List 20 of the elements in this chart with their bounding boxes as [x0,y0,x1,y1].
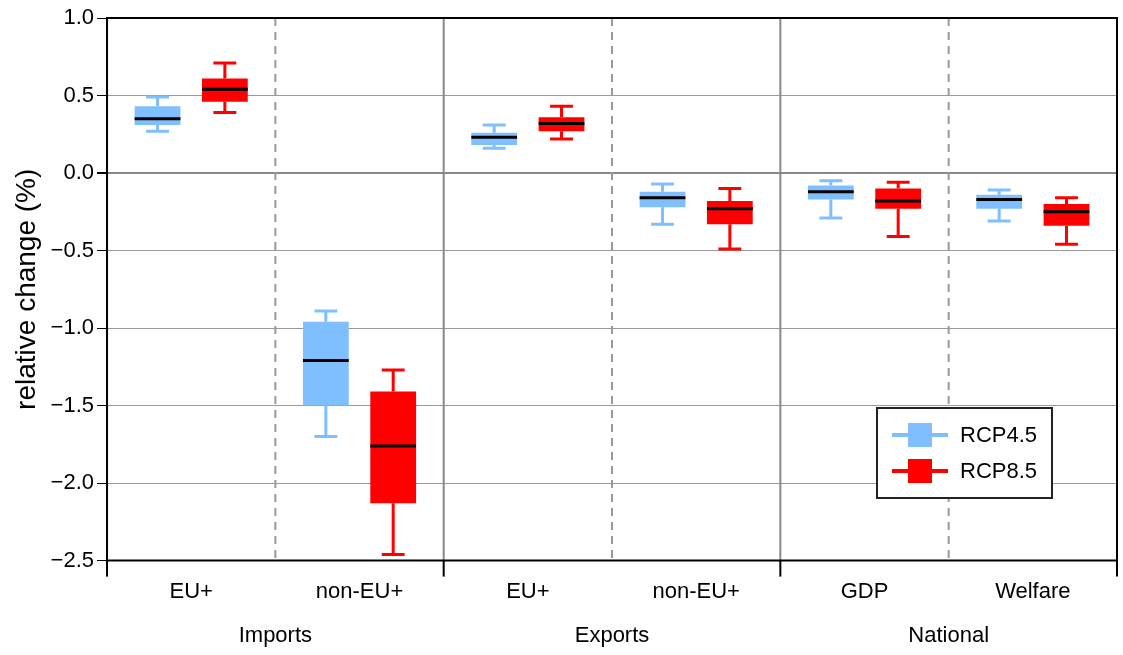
x-tick-label: non-EU+ [652,577,740,603]
y-tick-label: −1.0 [50,314,95,340]
y-tick-label: 0.5 [63,81,95,107]
x-tick-label: Welfare [995,577,1071,603]
y-tick-label: −2.5 [50,546,95,572]
legend-label: RCP4.5 [960,422,1038,448]
text: National [908,621,990,647]
x-tick-label: EU+ [506,577,550,603]
legend-label: RCP8.5 [960,458,1038,484]
x-tick-label: non-EU+ [315,577,404,603]
y-tick-label: −2.0 [50,469,95,495]
x-tick-label: EU+ [169,577,213,603]
text: Imports [238,621,313,647]
y-axis-title: relative change (%) [9,168,41,410]
y-tick-label: −0.5 [50,236,95,262]
y-tick-label: −1.5 [50,391,95,417]
y-tick-label: 1.0 [63,4,95,30]
text: Exports [574,621,650,647]
y-tick-label: 0.0 [63,159,95,185]
x-tick-label: GDP [840,577,889,603]
